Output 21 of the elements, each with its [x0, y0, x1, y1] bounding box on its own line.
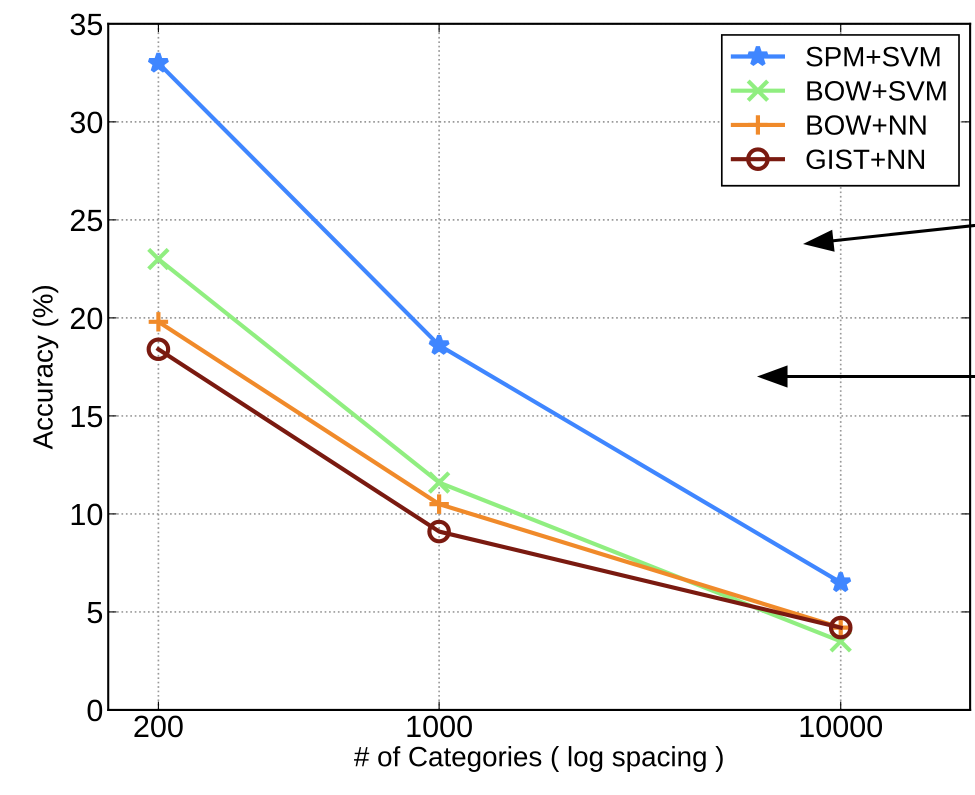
legend-label: GIST+NN: [806, 149, 924, 170]
point: [147, 51, 170, 74]
y-tick-label: 20: [70, 308, 102, 330]
x-tick-label: 200: [134, 716, 183, 738]
x-tick-label: 1000: [407, 716, 472, 738]
y-tick-label: 5: [88, 602, 102, 624]
y-tick-label: 10: [72, 504, 102, 526]
point: [146, 247, 170, 271]
legend-label: BOW+SVM: [807, 81, 946, 101]
point: [146, 337, 170, 362]
legend-label: SPM+SVM: [806, 46, 940, 66]
y-tick-label: 0: [88, 700, 102, 722]
y-tick-label: 15: [72, 406, 102, 428]
y-tick-label: 25: [70, 210, 102, 232]
point: [829, 570, 852, 592]
x-axis-title: # of Categories ( log spacing ): [354, 746, 723, 772]
legend-label: BOW+NN: [807, 115, 926, 135]
y-tick-label: 35: [70, 14, 102, 36]
y-axis-title: Accuracy (%): [32, 286, 58, 450]
y-tick-label: 30: [70, 112, 102, 134]
x-tick-label: 10000: [800, 716, 882, 738]
